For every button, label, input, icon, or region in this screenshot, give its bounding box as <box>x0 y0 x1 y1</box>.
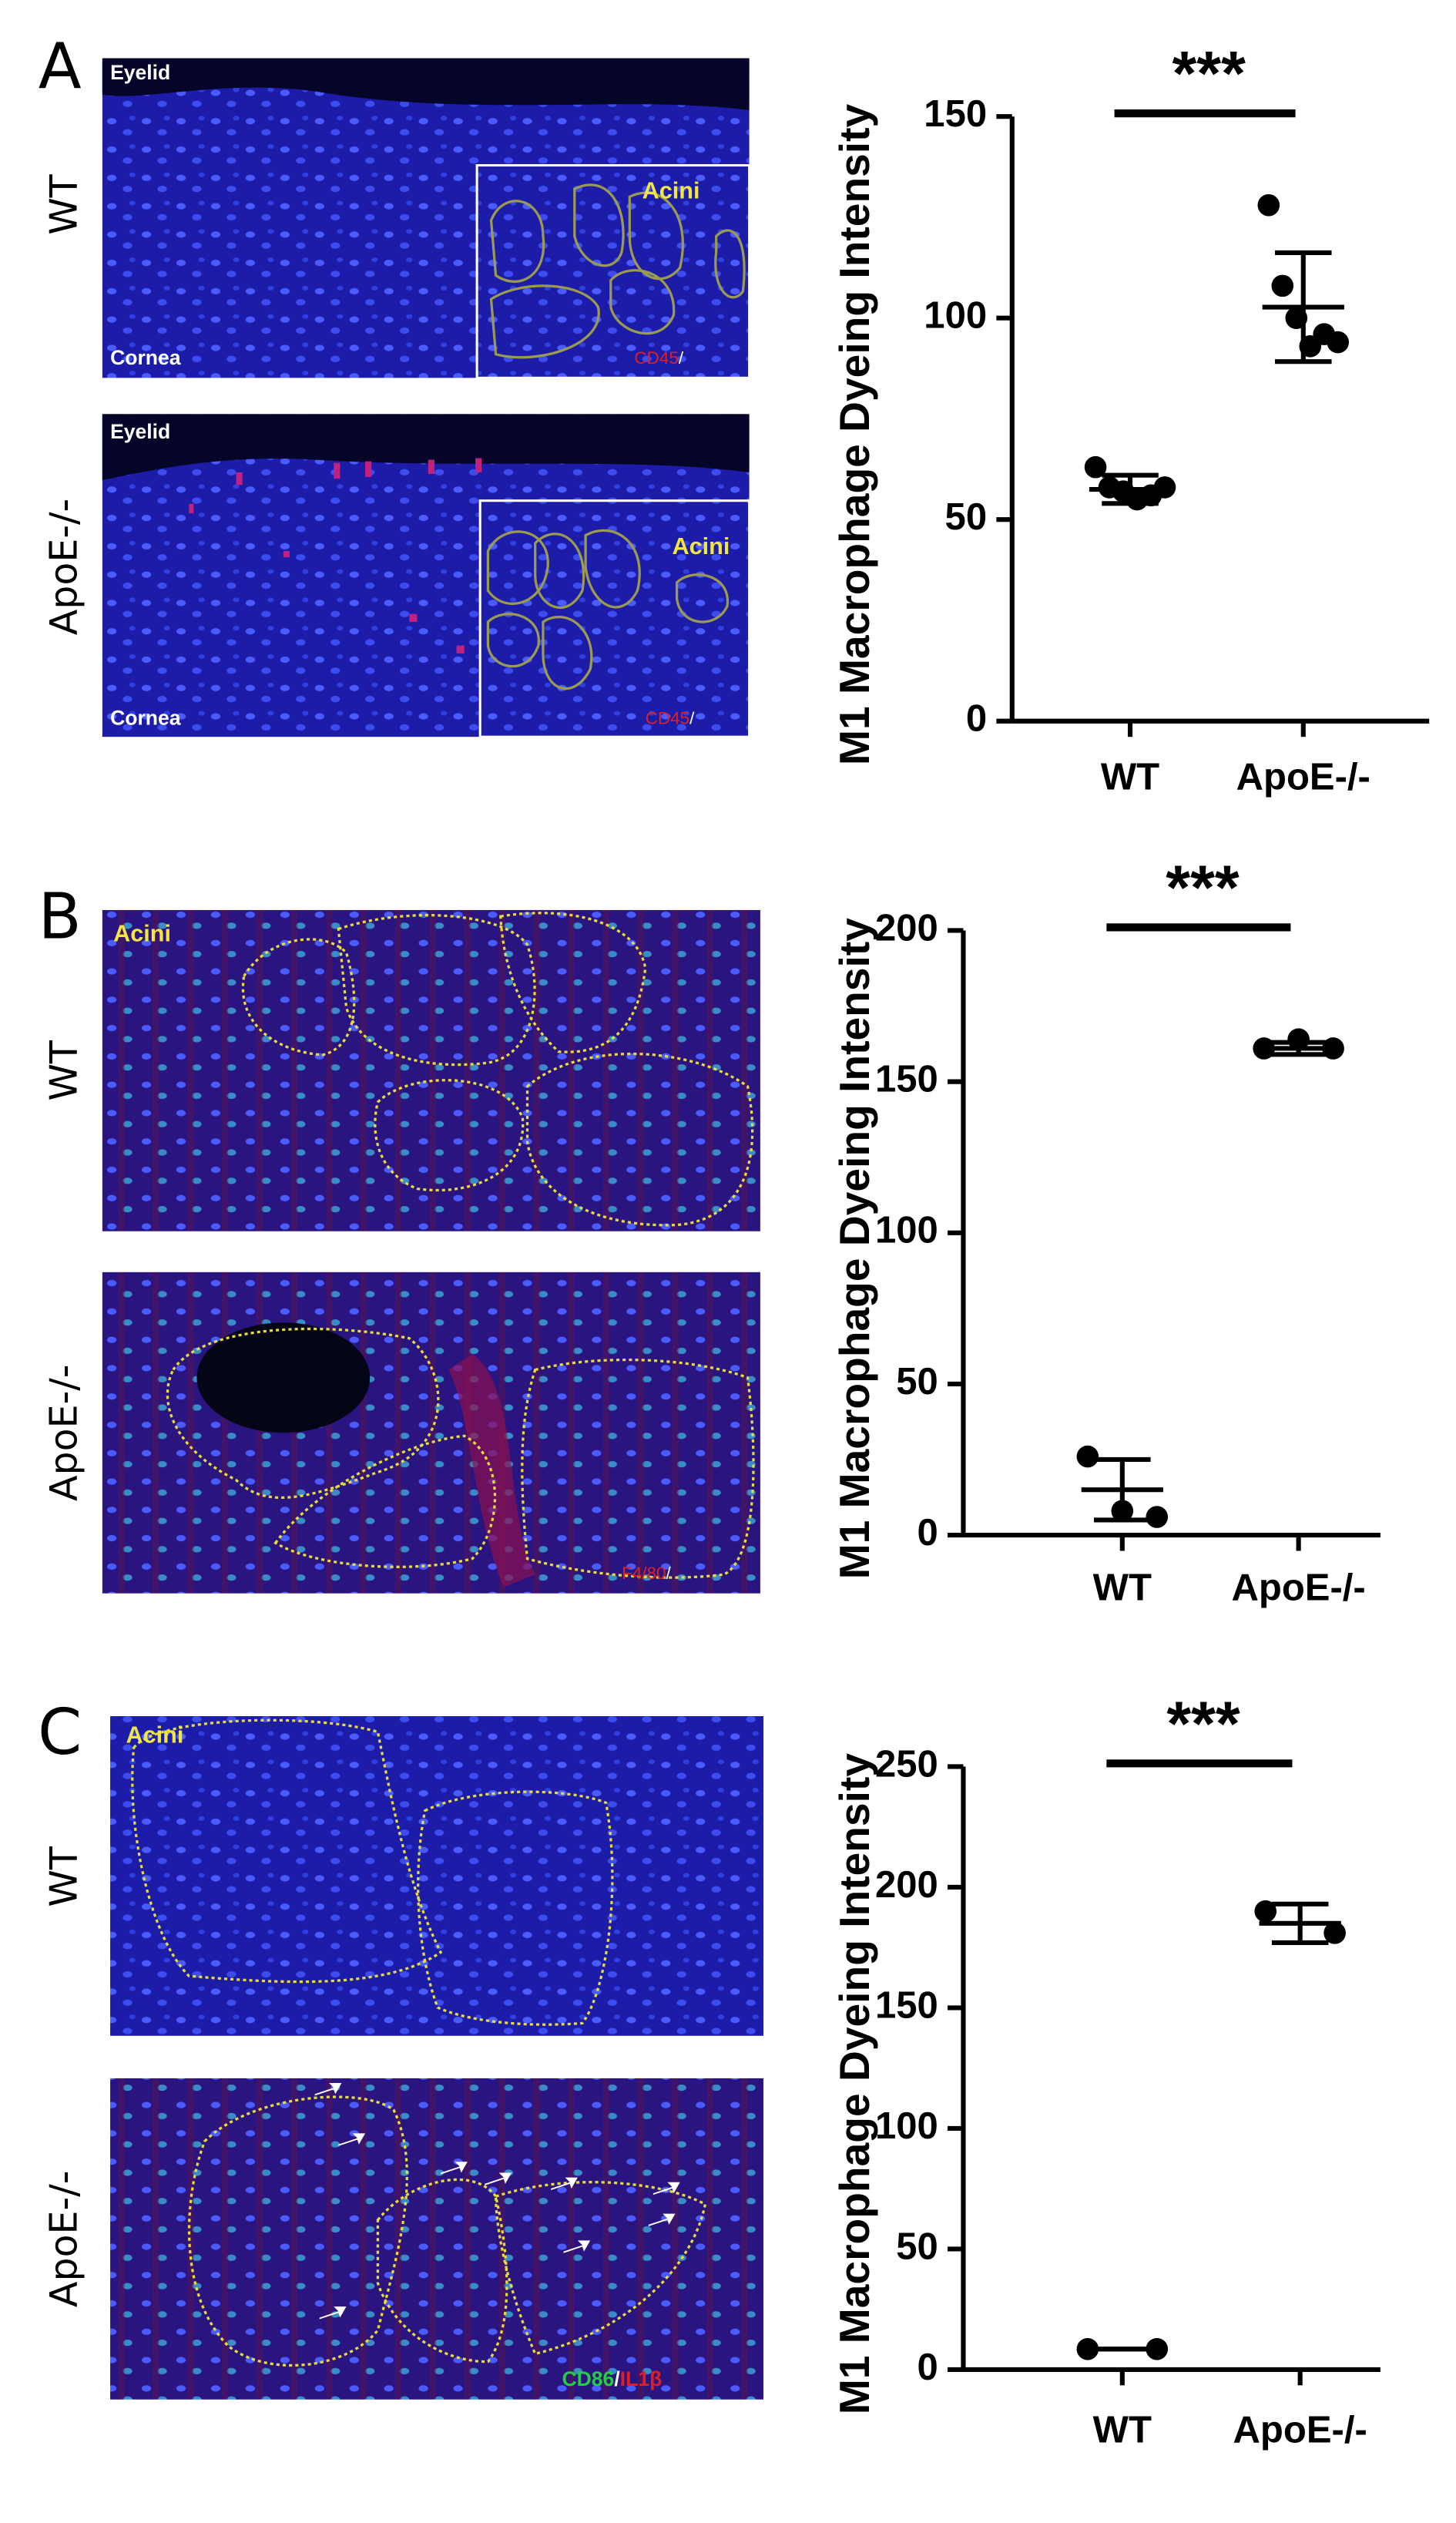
y-tick-label: 200 <box>875 907 938 949</box>
panel-label: B <box>39 881 82 954</box>
stain-label: CD45/ <box>646 709 695 728</box>
data-point <box>1146 1506 1169 1528</box>
error-bar <box>1270 1040 1327 1057</box>
micrograph: Acini <box>102 909 760 1231</box>
stain: / <box>666 1564 672 1583</box>
y-tick-label: 100 <box>924 295 987 337</box>
stain: CD86 <box>562 2367 614 2390</box>
row-label: ApoE-/- <box>41 2171 86 2308</box>
y-tick-label: 250 <box>875 1743 938 1785</box>
x-tick-label: WT <box>1101 756 1159 798</box>
row-label: WT <box>41 173 86 234</box>
data-point <box>1257 193 1280 217</box>
stain-label: F4/80/ <box>622 1564 671 1583</box>
y-tick-label: 50 <box>896 2226 938 2267</box>
x-tick-label: WT <box>1093 2410 1152 2451</box>
data-point <box>1287 1028 1310 1051</box>
micrograph: Eyelid Cornea Acini CD45/ <box>102 58 751 379</box>
y-tick-label: 150 <box>875 1984 938 2026</box>
row-label: ApoE-/- <box>41 1364 86 1501</box>
x-tick-label: ApoE-/- <box>1232 1567 1366 1609</box>
row-label: WT <box>41 1040 86 1100</box>
image-label: Eyelid <box>110 420 170 443</box>
y-tick-label: 0 <box>917 2347 938 2388</box>
y-axis-label: M1 Macrophage Dyeing Intensity <box>830 918 878 1579</box>
y-axis-label: M1 Macrophage Dyeing Intensity <box>830 1753 878 2414</box>
y-tick-label: 150 <box>924 93 987 135</box>
x-tick-label: ApoE-/- <box>1236 756 1370 798</box>
stain: CD45 <box>634 348 678 368</box>
x-tick-label: WT <box>1093 1567 1152 1609</box>
error-bar <box>1094 1456 1151 1523</box>
y-axis-label: M1 Macrophage Dyeing Intensity <box>830 104 878 765</box>
panel-label: C <box>38 1696 82 1769</box>
error-bar <box>1274 250 1332 365</box>
micrograph: F4/80/ <box>102 1272 760 1594</box>
region-label: Acini <box>113 921 171 947</box>
stain: F4/80 <box>622 1564 666 1583</box>
stain: / <box>679 348 684 368</box>
image-label: Eyelid <box>110 61 170 84</box>
y-tick-label: 50 <box>945 496 988 538</box>
panel-label: A <box>39 30 82 103</box>
micrograph: Acini <box>110 1716 763 2036</box>
stain-label: CD86/IL1β <box>562 2367 662 2390</box>
region-label: Acini <box>672 533 730 559</box>
significance-label: *** <box>1166 1689 1240 1759</box>
error-bar <box>1102 472 1159 506</box>
y-tick-label: 150 <box>875 1059 938 1100</box>
stain: / <box>614 2367 620 2390</box>
y-tick-label: 50 <box>896 1361 938 1403</box>
data-point <box>1084 455 1107 479</box>
micrograph: Eyelid Cornea Acini CD45/ <box>102 414 751 738</box>
data-point <box>1076 1445 1099 1468</box>
significance-label: *** <box>1172 39 1246 109</box>
row-label: WT <box>41 1846 86 1907</box>
image-label: Cornea <box>110 346 181 369</box>
y-tick-label: 100 <box>875 2105 938 2147</box>
x-tick-label: ApoE-/- <box>1233 2410 1367 2451</box>
data-point <box>1327 331 1350 354</box>
error-bar <box>1271 1901 1329 1945</box>
significance-label: *** <box>1166 853 1240 923</box>
data-point <box>1254 1900 1277 1923</box>
image-label: Cornea <box>110 707 181 730</box>
region-label: Acini <box>126 1722 184 1749</box>
data-point <box>1271 274 1294 297</box>
stain-label: CD45/ <box>634 348 683 368</box>
row-label: ApoE-/- <box>41 499 86 635</box>
y-tick-label: 200 <box>875 1864 938 1906</box>
region-label: Acini <box>642 177 700 203</box>
stain: / <box>689 709 695 728</box>
stain: CD45 <box>646 709 689 728</box>
y-tick-label: 100 <box>875 1210 938 1251</box>
data-point <box>1323 1922 1346 1944</box>
micrograph: CD86/IL1β <box>110 2078 763 2400</box>
stain: IL1β <box>620 2367 663 2390</box>
y-tick-label: 0 <box>917 1512 938 1554</box>
y-tick-label: 0 <box>966 698 987 740</box>
